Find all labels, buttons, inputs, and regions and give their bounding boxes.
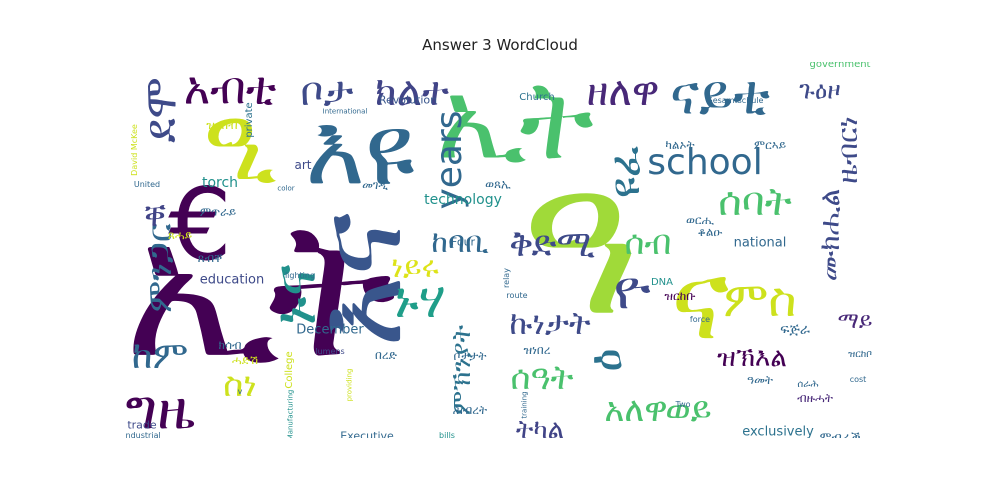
wordcloud-word: ና xyxy=(670,236,730,364)
wordcloud-word: Church xyxy=(519,92,555,103)
wordcloud-word: bills xyxy=(439,431,455,439)
wordcloud-word: ወርሒ xyxy=(686,213,714,227)
wordcloud-word: ሰባት xyxy=(718,179,792,225)
wordcloud-word: ነይሩ xyxy=(391,250,439,285)
wordcloud-word: ናይቲ xyxy=(669,62,771,127)
wordcloud-word: school xyxy=(647,142,763,183)
wordcloud-word: ጉዕዞ xyxy=(799,75,841,105)
wordcloud-word: lumens xyxy=(315,347,345,356)
wordcloud-word: United xyxy=(133,180,161,189)
wordcloud-word: ስነ xyxy=(223,365,257,405)
wordcloud-word: ዝርከቡ xyxy=(664,289,696,303)
wordcloud-word: እዩ xyxy=(305,91,415,208)
wordcloud-word: ምኽንያት xyxy=(447,324,477,416)
wordcloud-word: ክልተ xyxy=(375,69,449,115)
wordcloud-word: ዕ xyxy=(577,348,633,372)
wordcloud-word: መገዲ xyxy=(362,178,388,192)
wordcloud-word: ደሞ xyxy=(133,77,187,143)
wordcloud-word: torch xyxy=(201,175,239,191)
wordcloud-word: College xyxy=(284,351,295,389)
wordcloud-word: private xyxy=(244,102,255,138)
wordcloud-word: ፍጅራ xyxy=(780,322,810,338)
wordcloud-word: ዓ xyxy=(520,128,640,361)
wordcloud-word: ሰራሕ xyxy=(797,379,819,390)
wordcloud-word: ወጸኢ xyxy=(485,177,511,191)
wordcloud-word: ምስ xyxy=(723,272,797,328)
wordcloud-word: ዮ xyxy=(613,257,651,322)
wordcloud-word: ጸሓይ xyxy=(167,228,193,242)
wordcloud-word: ሓድሽ xyxy=(231,353,259,367)
wordcloud-word: v xyxy=(237,387,243,396)
wordcloud-word: አብቲ xyxy=(183,62,277,115)
wordcloud-word: DNA xyxy=(650,277,674,288)
wordcloud-canvas: ኢት ዓ እና ኢት እዩ ና ዒ € ናይቲ አብቲ ቦታ ክልተ ዘለዋ ጉዕዞ ደሞ ዜብርነ schoo… xyxy=(125,62,875,438)
wordcloud-word: ካልኦት xyxy=(665,138,695,152)
wordcloud-word: ኑሃ xyxy=(394,271,446,329)
wordcloud-word: art xyxy=(294,158,312,172)
wordcloud-word: Manufacturing xyxy=(286,389,295,438)
wordcloud-word: ዝርከብ xyxy=(206,118,238,132)
wordcloud-word: Gesamtschule xyxy=(706,96,764,105)
wordcloud-word: ምርኣይ xyxy=(753,138,787,152)
wordcloud-word: ዝርከቦ xyxy=(848,349,872,360)
wordcloud-word: ግዜ xyxy=(125,377,195,438)
wordcloud-word: ማይ xyxy=(837,309,873,334)
wordcloud-word: ኢት xyxy=(125,179,397,400)
wordcloud-word: ትካል xyxy=(515,415,565,438)
wordcloud-word: Revolution xyxy=(378,93,438,107)
wordcloud-word: trade xyxy=(127,418,157,432)
wordcloud-word: በረድ xyxy=(375,348,397,362)
wordcloud-word: David McKee xyxy=(130,124,139,176)
wordcloud-word: government xyxy=(809,62,871,70)
wordcloud-word: ዜብርነ xyxy=(831,116,864,184)
wordcloud-word: color xyxy=(277,184,295,193)
wordcloud-word: ቐ xyxy=(144,196,166,234)
wordcloud-word: International xyxy=(322,107,368,116)
wordcloud-word: ቦታታት xyxy=(453,349,487,363)
wordcloud-word: lighting xyxy=(284,271,316,280)
wordcloud-word: ሙክሒል xyxy=(813,188,846,282)
wordcloud-word: national xyxy=(733,235,787,251)
wordcloud-word: አለዋወይ xyxy=(604,390,712,430)
wordcloud-word: ከባቢ xyxy=(431,225,489,260)
wordcloud-word: ዝኽእል xyxy=(717,343,787,373)
wordcloud-word: Two xyxy=(675,400,691,409)
wordcloud-word: ዓመት xyxy=(746,373,774,387)
wordcloud-word: ጸብቐ xyxy=(197,251,223,265)
wordcloud-word: ቦታ xyxy=(300,69,354,115)
wordcloud-word: relay xyxy=(502,268,511,288)
wordcloud-word: ሰብ xyxy=(624,223,672,263)
wordcloud-word: cost xyxy=(849,375,867,384)
wordcloud-word: ምጥራይ xyxy=(199,205,237,219)
wordcloud-word: route xyxy=(506,291,528,300)
wordcloud-word: ኩነታት xyxy=(509,304,591,342)
wordcloud-word: Executive xyxy=(340,429,394,439)
wordcloud-word: Four xyxy=(450,235,476,249)
wordcloud-word: industrial xyxy=(125,431,161,439)
wordcloud-word: ዒ xyxy=(203,86,277,203)
wordcloud-word: exclusively xyxy=(742,424,814,439)
wordcloud-word: ሕብረት xyxy=(452,403,488,417)
wordcloud-word: force xyxy=(689,315,711,324)
wordcloud-word: ምብራቕ xyxy=(819,430,861,439)
wordcloud-word: training xyxy=(520,391,529,419)
wordcloud-word: ቅድሚ xyxy=(509,224,595,265)
wordcloud-word: € xyxy=(168,166,232,283)
wordcloud-word: ከም xyxy=(131,333,189,377)
wordcloud-word: ክሳብ xyxy=(218,338,242,352)
wordcloud-word: ዘለዋ xyxy=(586,69,660,115)
wordcloud-word: ኢት xyxy=(436,62,594,184)
chart-title: Answer 3 WordCloud xyxy=(422,36,578,54)
wordcloud-word: providing xyxy=(345,368,354,402)
wordcloud-word: December xyxy=(296,322,364,338)
wordcloud-word: ዩፈ xyxy=(600,145,649,199)
wordcloud-word: education xyxy=(199,272,265,288)
wordcloud-word: ቆልዑ xyxy=(697,225,723,239)
wordcloud-word: ሰዓት xyxy=(510,358,574,398)
wordcloud-word: ዝነበረ xyxy=(523,343,551,357)
wordcloud-word: technology xyxy=(424,192,502,208)
wordcloud-word: ብዙሓት xyxy=(797,391,833,405)
